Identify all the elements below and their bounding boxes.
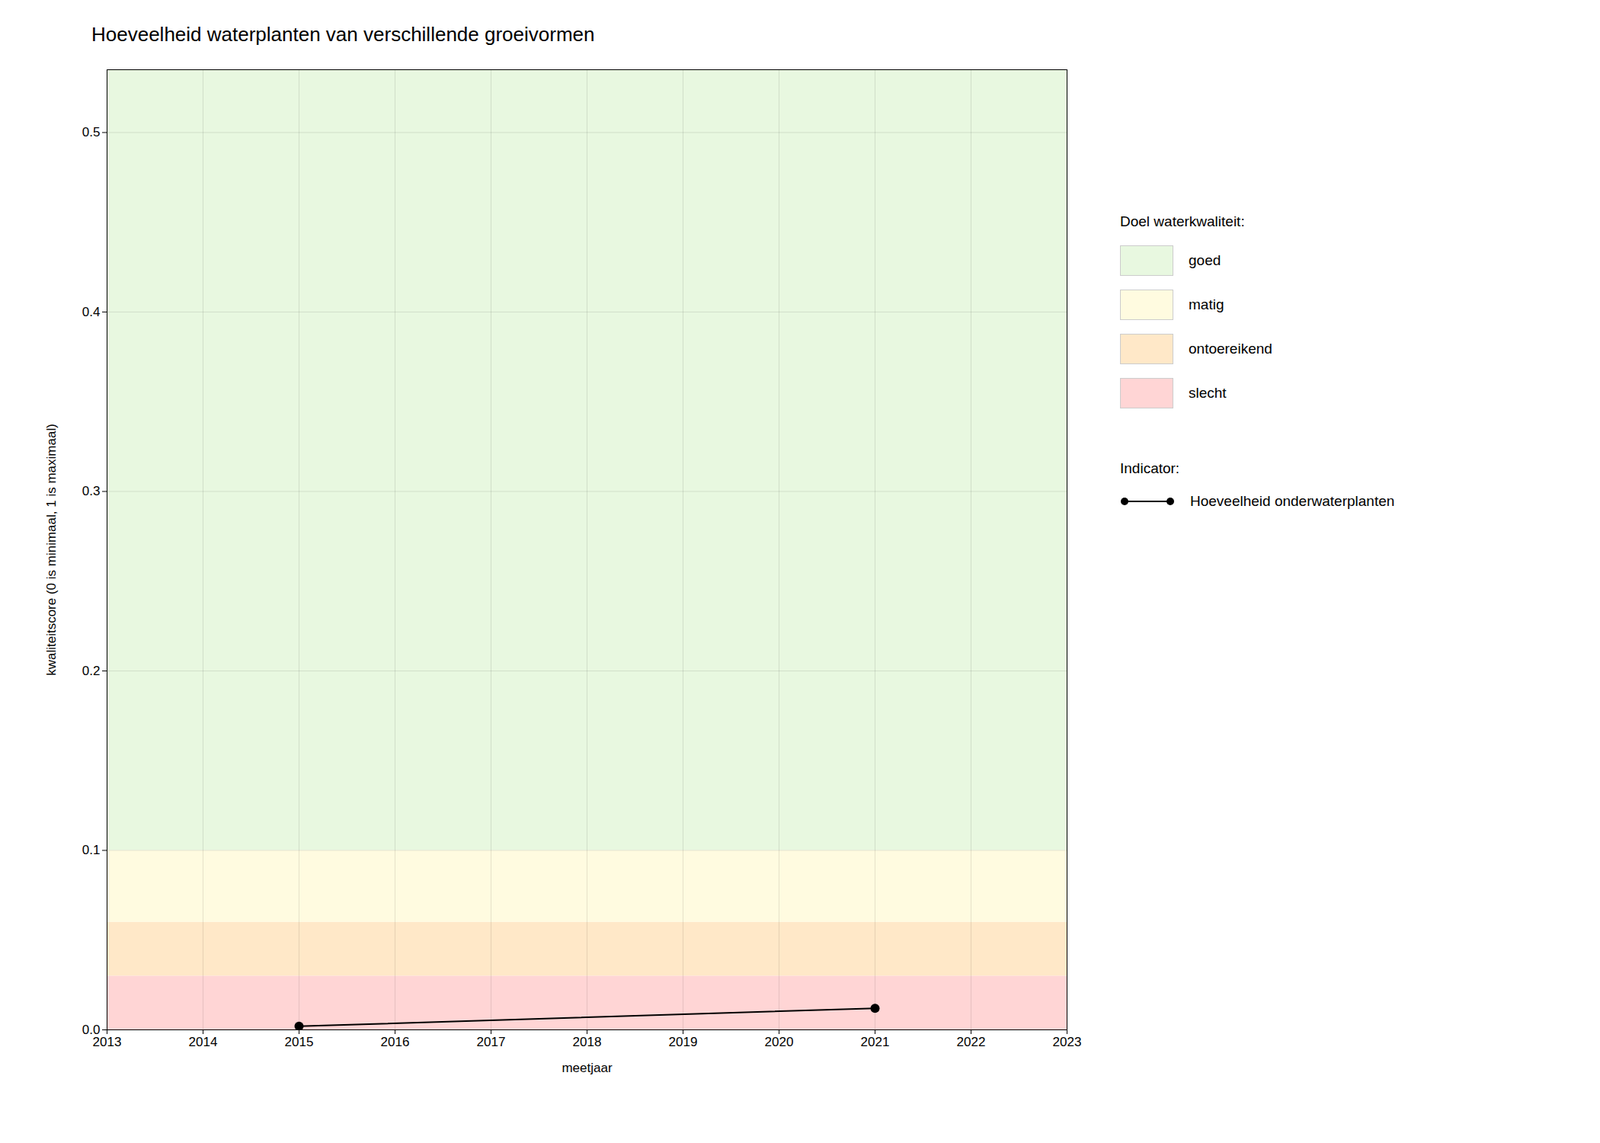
svg-text:kwaliteitscore (0 is minimaal,: kwaliteitscore (0 is minimaal, 1 is maxi… — [44, 423, 59, 676]
html-text:slecht: slecht — [1188, 384, 1227, 401]
svg-text:0.5: 0.5 — [82, 124, 101, 140]
html-text:goed: goed — [1188, 252, 1221, 269]
svg-text:0.1: 0.1 — [82, 842, 101, 858]
html-text:matig: matig — [1188, 296, 1224, 313]
svg-text:2021: 2021 — [860, 1034, 890, 1050]
svg-text:2015: 2015 — [284, 1034, 314, 1050]
svg-text:0.0: 0.0 — [82, 1022, 101, 1037]
svg-text:0.4: 0.4 — [82, 304, 101, 320]
svg-text:2016: 2016 — [380, 1034, 410, 1050]
html-text:Hoeveelheid onderwaterplanten: Hoeveelheid onderwaterplanten — [1190, 492, 1395, 509]
svg-text:2018: 2018 — [572, 1034, 602, 1050]
svg-text:2017: 2017 — [476, 1034, 506, 1050]
svg-text:0.2: 0.2 — [82, 663, 101, 679]
html-text:ontoereikend: ontoereikend — [1188, 340, 1273, 357]
html-text:Indicator:: Indicator: — [1120, 460, 1180, 477]
svg-text:meetjaar: meetjaar — [561, 1060, 612, 1076]
svg-text:2014: 2014 — [188, 1034, 218, 1050]
html-text:Hoeveelheid waterplanten van v: Hoeveelheid waterplanten van verschillen… — [91, 22, 595, 46]
svg-text:2023: 2023 — [1052, 1034, 1082, 1050]
svg-text:2020: 2020 — [764, 1034, 794, 1050]
svg-text:2013: 2013 — [92, 1034, 122, 1050]
svg-text:0.3: 0.3 — [82, 483, 101, 499]
svg-text:2019: 2019 — [668, 1034, 698, 1050]
html-text:Doel waterkwaliteit:: Doel waterkwaliteit: — [1120, 213, 1245, 230]
svg-text:2022: 2022 — [956, 1034, 986, 1050]
